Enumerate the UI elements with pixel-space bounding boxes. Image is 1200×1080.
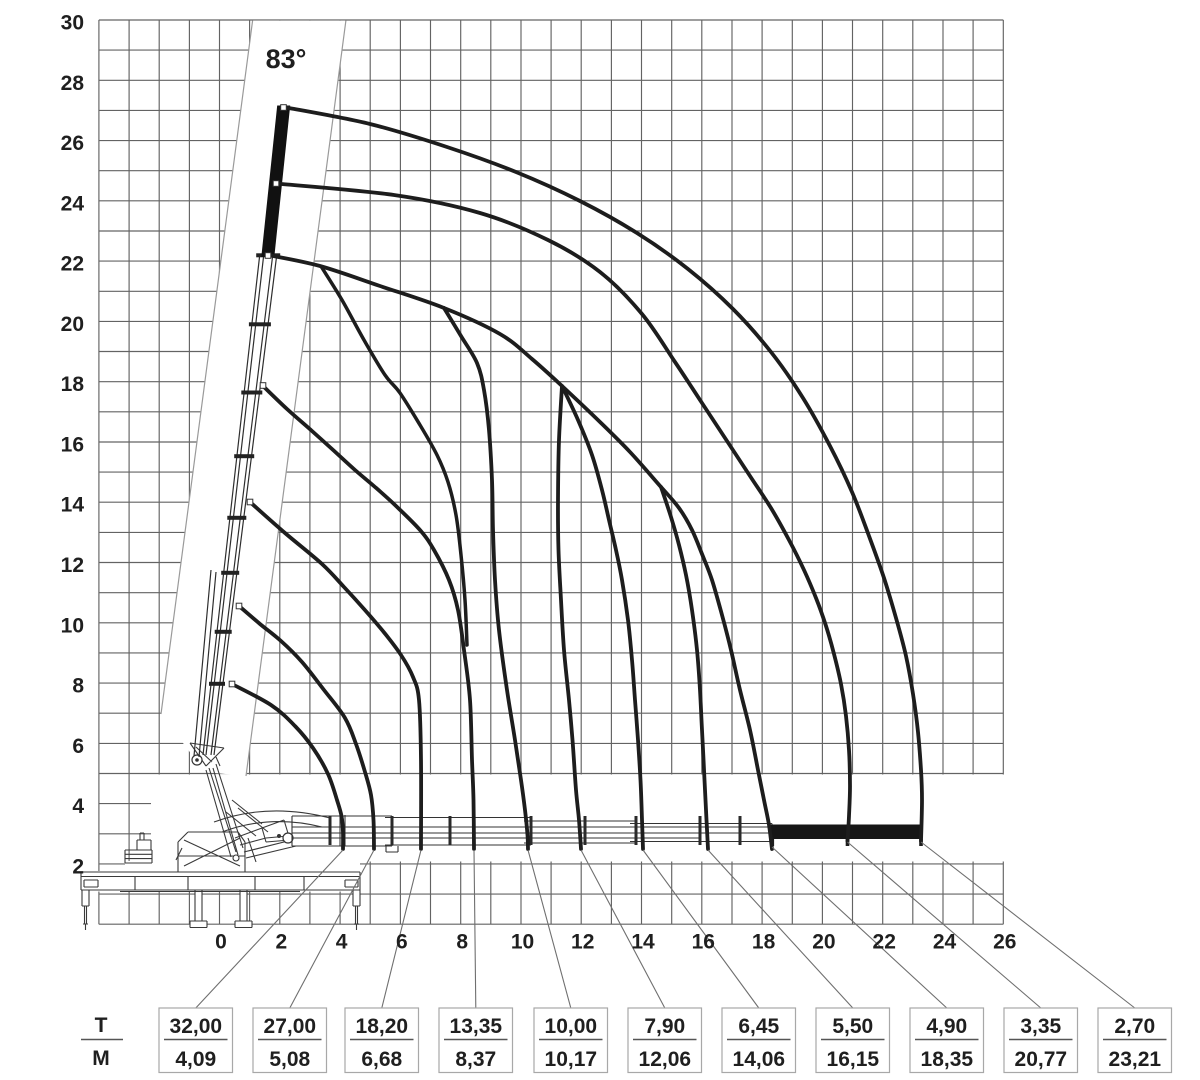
svg-text:24: 24 bbox=[61, 192, 85, 215]
svg-text:6,45: 6,45 bbox=[738, 1015, 779, 1038]
svg-text:32,00: 32,00 bbox=[170, 1015, 223, 1038]
svg-text:28: 28 bbox=[61, 72, 85, 95]
svg-text:2,70: 2,70 bbox=[1114, 1015, 1155, 1038]
svg-text:26: 26 bbox=[61, 132, 84, 155]
svg-text:22: 22 bbox=[61, 253, 84, 276]
svg-text:18,35: 18,35 bbox=[921, 1048, 974, 1071]
svg-text:20: 20 bbox=[812, 931, 835, 954]
svg-text:5,08: 5,08 bbox=[269, 1048, 310, 1071]
svg-text:8: 8 bbox=[72, 675, 84, 698]
svg-text:12,06: 12,06 bbox=[639, 1048, 692, 1071]
svg-text:8,37: 8,37 bbox=[455, 1048, 496, 1071]
svg-text:20: 20 bbox=[61, 313, 84, 336]
svg-text:M: M bbox=[92, 1047, 110, 1070]
svg-text:4,09: 4,09 bbox=[175, 1048, 216, 1071]
svg-text:18,20: 18,20 bbox=[356, 1015, 409, 1038]
svg-text:5,50: 5,50 bbox=[832, 1015, 873, 1038]
svg-text:10,00: 10,00 bbox=[545, 1015, 598, 1038]
svg-text:27,00: 27,00 bbox=[264, 1015, 317, 1038]
svg-text:0: 0 bbox=[215, 931, 227, 954]
svg-text:6: 6 bbox=[396, 931, 408, 954]
svg-text:26: 26 bbox=[993, 931, 1016, 954]
svg-text:83°: 83° bbox=[266, 44, 307, 74]
svg-text:22: 22 bbox=[873, 931, 896, 954]
svg-text:4: 4 bbox=[336, 931, 348, 954]
svg-text:14: 14 bbox=[631, 931, 655, 954]
svg-text:24: 24 bbox=[933, 931, 957, 954]
svg-text:14,06: 14,06 bbox=[733, 1048, 786, 1071]
svg-text:6,68: 6,68 bbox=[361, 1048, 402, 1071]
svg-text:4: 4 bbox=[72, 795, 84, 818]
svg-text:8: 8 bbox=[456, 931, 468, 954]
svg-text:3,35: 3,35 bbox=[1020, 1015, 1061, 1038]
svg-text:2: 2 bbox=[72, 855, 84, 878]
svg-text:18: 18 bbox=[61, 373, 85, 396]
svg-text:10: 10 bbox=[511, 931, 534, 954]
svg-text:13,35: 13,35 bbox=[450, 1015, 503, 1038]
svg-text:6: 6 bbox=[72, 735, 84, 758]
svg-text:23,21: 23,21 bbox=[1109, 1048, 1162, 1071]
svg-text:14: 14 bbox=[61, 494, 85, 517]
svg-text:10,17: 10,17 bbox=[545, 1048, 598, 1071]
svg-text:4,90: 4,90 bbox=[926, 1015, 967, 1038]
svg-text:18: 18 bbox=[752, 931, 776, 954]
svg-text:16,15: 16,15 bbox=[827, 1048, 880, 1071]
svg-text:7,90: 7,90 bbox=[644, 1015, 685, 1038]
svg-text:2: 2 bbox=[275, 931, 287, 954]
svg-text:T: T bbox=[95, 1014, 108, 1037]
svg-text:20,77: 20,77 bbox=[1015, 1048, 1068, 1071]
svg-text:12: 12 bbox=[571, 931, 594, 954]
svg-text:30: 30 bbox=[61, 12, 84, 35]
svg-text:10: 10 bbox=[61, 614, 84, 637]
svg-text:16: 16 bbox=[61, 434, 84, 457]
svg-text:16: 16 bbox=[692, 931, 715, 954]
svg-text:12: 12 bbox=[61, 554, 84, 577]
